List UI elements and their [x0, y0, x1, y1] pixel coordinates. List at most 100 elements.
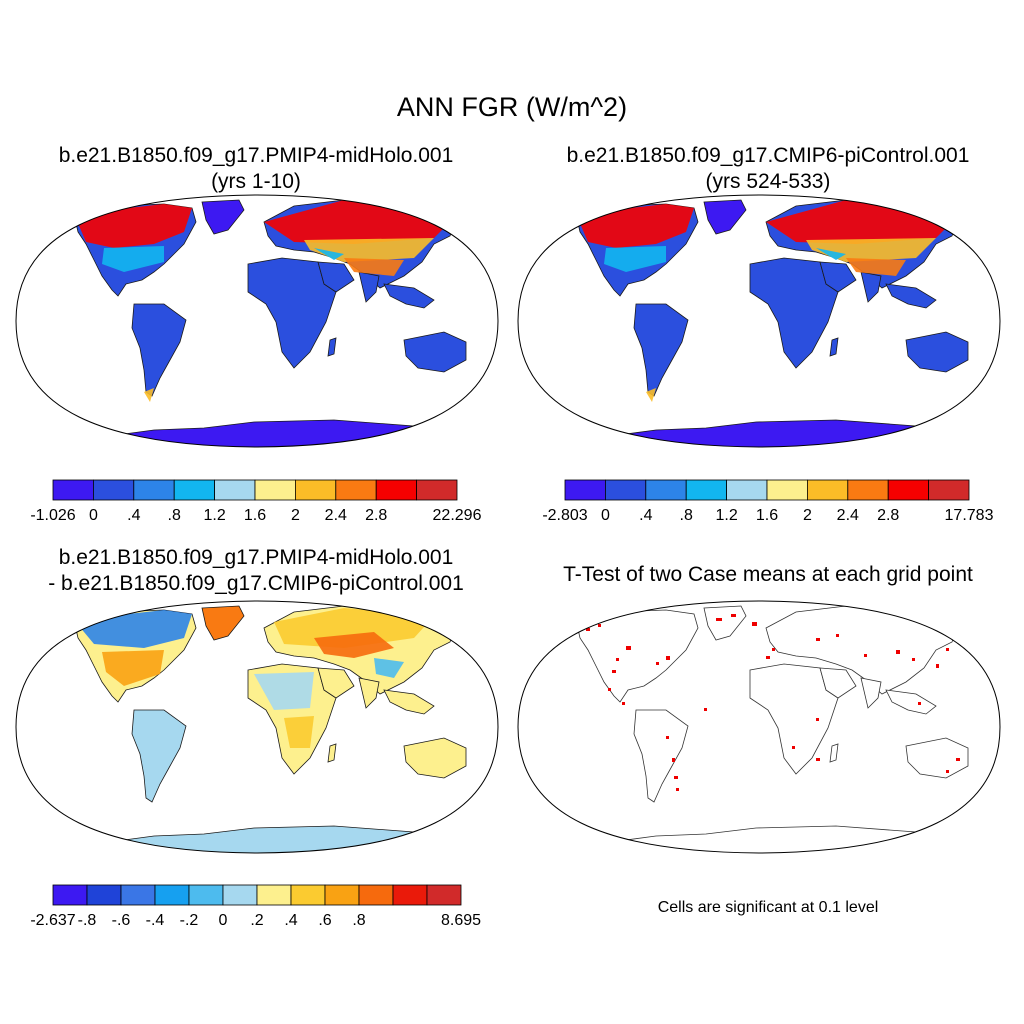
landmass-seAsia	[383, 283, 435, 309]
map-border	[517, 600, 1001, 854]
panel-1-years: (yrs 1-10)	[211, 170, 301, 193]
landmass-australia	[403, 737, 467, 779]
significant-cell	[864, 654, 867, 657]
significant-cell	[622, 702, 625, 705]
colorbar-swatch	[685, 479, 727, 501]
colorbar-label: 2	[803, 507, 812, 524]
colorbar-swatch	[52, 479, 94, 501]
landmass-southAmerica	[633, 709, 689, 803]
colorbar-swatch	[120, 884, 156, 906]
panel-4-title: T-Test of two Case means at each grid po…	[563, 563, 973, 586]
colorbar-swatch	[294, 479, 337, 501]
colorbar-swatch	[358, 884, 394, 906]
map-panel-picontrol	[517, 194, 1001, 448]
colorbar-label: .2	[250, 912, 263, 929]
significant-cell	[956, 758, 960, 761]
colorbar-label: 2.4	[837, 507, 859, 524]
colorbar-swatch	[222, 884, 258, 906]
significance-note: Cells are significant at 0.1 level	[657, 899, 879, 916]
colorbar-swatch	[392, 884, 428, 906]
landmass-antarctica	[93, 419, 456, 447]
landmass-seAsia	[383, 689, 435, 715]
map-border	[517, 194, 1001, 448]
significant-cell	[896, 650, 900, 654]
landmass-australia	[905, 331, 969, 373]
colorbar-label: 1.2	[203, 507, 225, 524]
colorbar-label: -1.026	[30, 507, 75, 524]
field-band-3	[314, 632, 394, 658]
colorbar-label: .8	[352, 912, 365, 929]
colorbar-label: .4	[284, 912, 297, 929]
significant-cell	[816, 758, 820, 761]
colorbar-label: .4	[127, 507, 140, 524]
colorbar-label: -.6	[112, 912, 131, 929]
landmass-madagascar	[829, 337, 839, 357]
landmass-arabia	[819, 261, 857, 293]
map-border	[15, 600, 499, 854]
landmass-greenland	[703, 199, 747, 235]
significant-cell	[912, 658, 915, 661]
colorbar-label: -.2	[180, 912, 199, 929]
panel-3-title-line2: - b.e21.B1850.f09_g17.CMIP6-piControl.00…	[48, 572, 464, 595]
significant-cell	[766, 656, 770, 659]
colorbar-swatch	[375, 479, 418, 501]
significant-cell	[586, 628, 590, 631]
landmass-india	[860, 677, 882, 709]
colorbar-label: 2	[291, 507, 300, 524]
significant-cell	[674, 776, 678, 779]
landmass-greenland	[201, 199, 245, 235]
significant-cell	[612, 670, 616, 673]
landmass-australia	[403, 331, 467, 373]
significant-cell	[676, 788, 679, 791]
field-band-1	[604, 246, 666, 272]
colorbar-label: .8	[680, 507, 693, 524]
field-band-6	[144, 388, 154, 402]
colorbar-swatch	[806, 479, 849, 501]
colorbar-swatch	[290, 884, 326, 906]
colorbar-label: 1.2	[715, 507, 737, 524]
significant-cell	[936, 664, 939, 668]
landmass-arabia	[317, 261, 355, 293]
field-band-6	[284, 716, 314, 748]
colorbar-swatch	[254, 479, 296, 501]
colorbar-label: .4	[639, 507, 652, 524]
colorbar-label: 22.296	[433, 507, 482, 524]
landmass-greenland	[703, 605, 747, 641]
field-band-4	[344, 258, 404, 276]
landmass-india	[358, 271, 380, 303]
colorbar-label: 2.8	[365, 507, 387, 524]
significant-cell	[946, 648, 949, 651]
colorbar-swatch	[256, 884, 292, 906]
panel-2-title: b.e21.B1850.f09_g17.CMIP6-piControl.001 …	[512, 143, 1024, 195]
landmass-antarctica	[93, 825, 456, 853]
significant-cell	[731, 614, 736, 617]
significant-cell	[816, 638, 820, 641]
colorbar-label: 1.6	[756, 507, 778, 524]
landmass-madagascar	[829, 743, 839, 763]
landmass-australia	[905, 737, 969, 779]
landmass-seAsia	[885, 283, 937, 309]
colorbar-label: -2.637	[30, 912, 75, 929]
colorbar-swatch	[214, 479, 256, 501]
colorbar-swatch	[766, 479, 808, 501]
landmass-arabia	[317, 667, 355, 699]
field-band-1	[102, 246, 164, 272]
landmass-greenland	[201, 605, 245, 641]
colorbar-swatch	[173, 479, 215, 501]
colorbar-label: -.8	[78, 912, 97, 929]
field-band-4	[846, 258, 906, 276]
significant-cell	[608, 688, 611, 691]
panel-3-title-line1: b.e21.B1850.f09_g17.PMIP4-midHolo.001	[58, 546, 454, 569]
colorbar-swatch	[324, 884, 360, 906]
panel-3-title: b.e21.B1850.f09_g17.PMIP4-midHolo.001 - …	[0, 545, 512, 597]
landmass-madagascar	[327, 743, 337, 763]
significant-cell	[704, 708, 707, 711]
field-band-5	[314, 248, 344, 260]
colorbar-swatch	[887, 479, 930, 501]
significant-cell	[772, 648, 775, 651]
colorbar-label: -2.803	[542, 507, 587, 524]
significant-cell	[816, 718, 819, 721]
significant-cell	[666, 736, 669, 739]
landmass-arabia	[819, 667, 857, 699]
landmass-madagascar	[327, 337, 337, 357]
